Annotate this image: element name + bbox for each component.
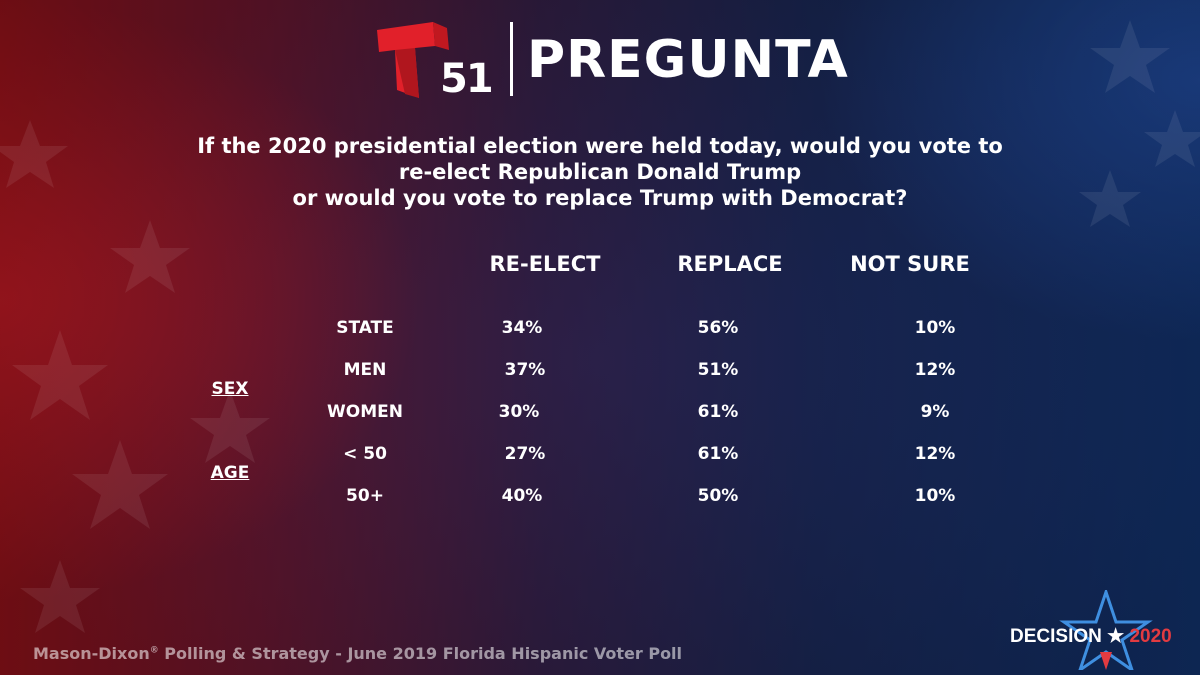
badge-year: 2020 [1129,626,1172,647]
bg-star [190,390,270,463]
group-label-sex: SEX [211,379,249,399]
row-label-state: STATE [336,318,394,338]
bg-star [1144,110,1200,167]
question-line: re-elect Republican Donald Trump [398,160,802,184]
logo-number: 51 [440,56,494,102]
bg-star [72,440,168,529]
cell-50-plus-reelect: 40% [501,486,543,506]
header-divider [510,22,513,96]
row-label-50-plus: 50+ [346,486,384,506]
group-label-age: AGE [210,463,250,483]
cell-men-reelect: 37% [504,360,546,380]
source-detail: Polling & Strategy - June 2019 Florida H… [158,644,683,663]
source-name: Mason-Dixon [33,644,150,663]
bg-star [1090,20,1170,93]
decision-2020-star-icon [1059,590,1153,670]
cell-women-replace: 61% [697,402,739,422]
cell-under-50-not-sure: 12% [914,444,956,464]
question-line: If the 2020 presidential election were h… [197,134,1003,158]
column-header-reelect: RE-ELECT [489,252,601,276]
cell-women-reelect: 30% [498,402,540,422]
row-label-men: MEN [343,360,387,380]
bg-star [0,120,68,188]
cell-state-replace: 56% [697,318,739,338]
badge-star-icon: ★ [1107,626,1125,647]
cell-men-replace: 51% [697,360,739,380]
bg-star [110,220,190,293]
cell-50-plus-replace: 50% [697,486,739,506]
cell-men-not-sure: 12% [914,360,956,380]
page-title: PREGUNTA [527,30,849,90]
cell-women-not-sure: 9% [920,402,950,422]
poll-question: If the 2020 presidential election were h… [100,133,1100,211]
cell-under-50-replace: 61% [697,444,739,464]
cell-under-50-reelect: 27% [504,444,546,464]
registered-mark: ® [149,645,159,656]
cell-50-plus-not-sure: 10% [914,486,956,506]
bg-star [12,330,108,420]
question-line: or would you vote to replace Trump with … [292,186,908,210]
decision-2020-badge: DECISION ★ 2020 [1010,625,1172,648]
column-header-replace: REPLACE [677,252,783,276]
source-footnote: Mason-Dixon® Polling & Strategy - June 2… [33,644,682,663]
cell-state-reelect: 34% [501,318,543,338]
cell-state-not-sure: 10% [914,318,956,338]
badge-word: DECISION [1010,626,1102,647]
row-label-women: WOMEN [327,402,403,422]
row-label-under-50: < 50 [343,444,387,464]
bg-star [20,560,100,633]
column-header-not-sure: NOT SURE [850,252,970,276]
telemundo-logo-icon [377,22,449,98]
